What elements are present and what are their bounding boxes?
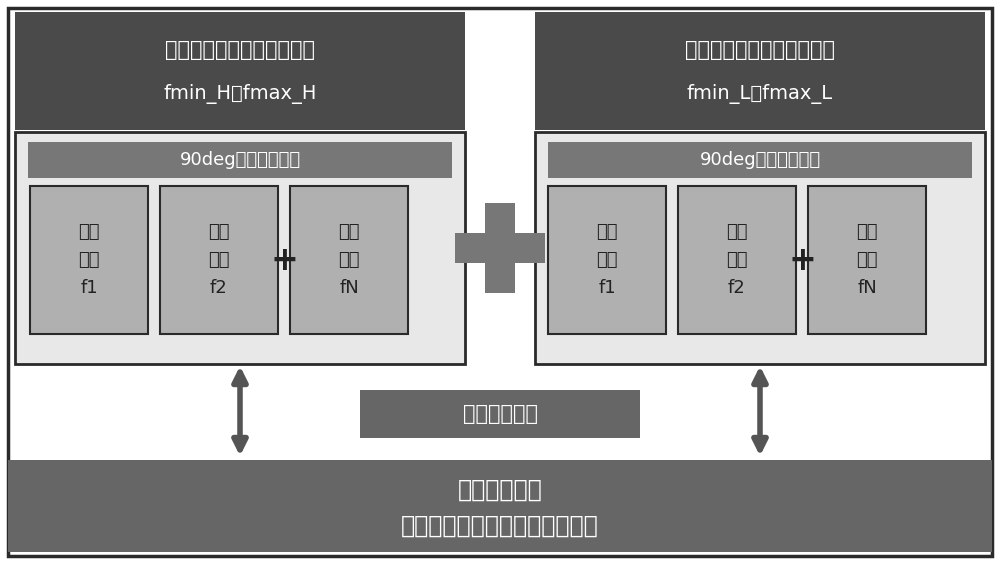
Text: 回路: 回路: [208, 251, 230, 269]
Text: 谐振: 谐振: [78, 223, 100, 241]
Text: 回路: 回路: [596, 251, 618, 269]
Text: 90deg高通相移网络: 90deg高通相移网络: [179, 151, 301, 169]
Text: f2: f2: [728, 279, 746, 297]
Bar: [808, 186, 926, 334]
Text: 带通相位相消: 带通相位相消: [458, 478, 542, 502]
Text: f1: f1: [598, 279, 616, 297]
Bar: [455, 233, 545, 263]
Text: fN: fN: [857, 279, 877, 297]
Bar: [485, 203, 515, 293]
Bar: [535, 132, 985, 364]
Bar: [290, 186, 408, 334]
Bar: [548, 142, 972, 178]
Text: 谐振: 谐振: [596, 223, 618, 241]
Bar: [678, 186, 796, 334]
Bar: [30, 186, 148, 334]
Text: 新型级联多陷波超宽带滤波电路: 新型级联多陷波超宽带滤波电路: [401, 514, 599, 538]
Text: fmin_H～fmax_H: fmin_H～fmax_H: [163, 84, 317, 104]
Bar: [28, 142, 452, 178]
Text: 回路: 回路: [856, 251, 878, 269]
Text: 谐振: 谐振: [338, 223, 360, 241]
Text: +: +: [788, 244, 816, 276]
Bar: [15, 132, 465, 364]
Text: 谐振: 谐振: [208, 223, 230, 241]
Bar: [8, 460, 992, 552]
Text: 谐振: 谐振: [856, 223, 878, 241]
Bar: [360, 390, 640, 438]
Bar: [160, 186, 278, 334]
Bar: [535, 12, 985, 130]
Text: 基于高通相位相消级联电路: 基于高通相位相消级联电路: [165, 40, 315, 60]
Text: +: +: [270, 244, 298, 276]
Text: f2: f2: [210, 279, 228, 297]
Text: 90deg低通相移网络: 90deg低通相移网络: [699, 151, 821, 169]
Text: f1: f1: [80, 279, 98, 297]
Text: fmin_L～fmax_L: fmin_L～fmax_L: [687, 84, 833, 104]
Bar: [15, 12, 465, 130]
Text: 基于低通相位相消级联电路: 基于低通相位相消级联电路: [685, 40, 835, 60]
Text: 回路: 回路: [338, 251, 360, 269]
Text: fN: fN: [339, 279, 359, 297]
Text: 回路: 回路: [78, 251, 100, 269]
Text: 高通低通串联: 高通低通串联: [462, 404, 538, 424]
Bar: [548, 186, 666, 334]
Text: 回路: 回路: [726, 251, 748, 269]
Text: 谐振: 谐振: [726, 223, 748, 241]
